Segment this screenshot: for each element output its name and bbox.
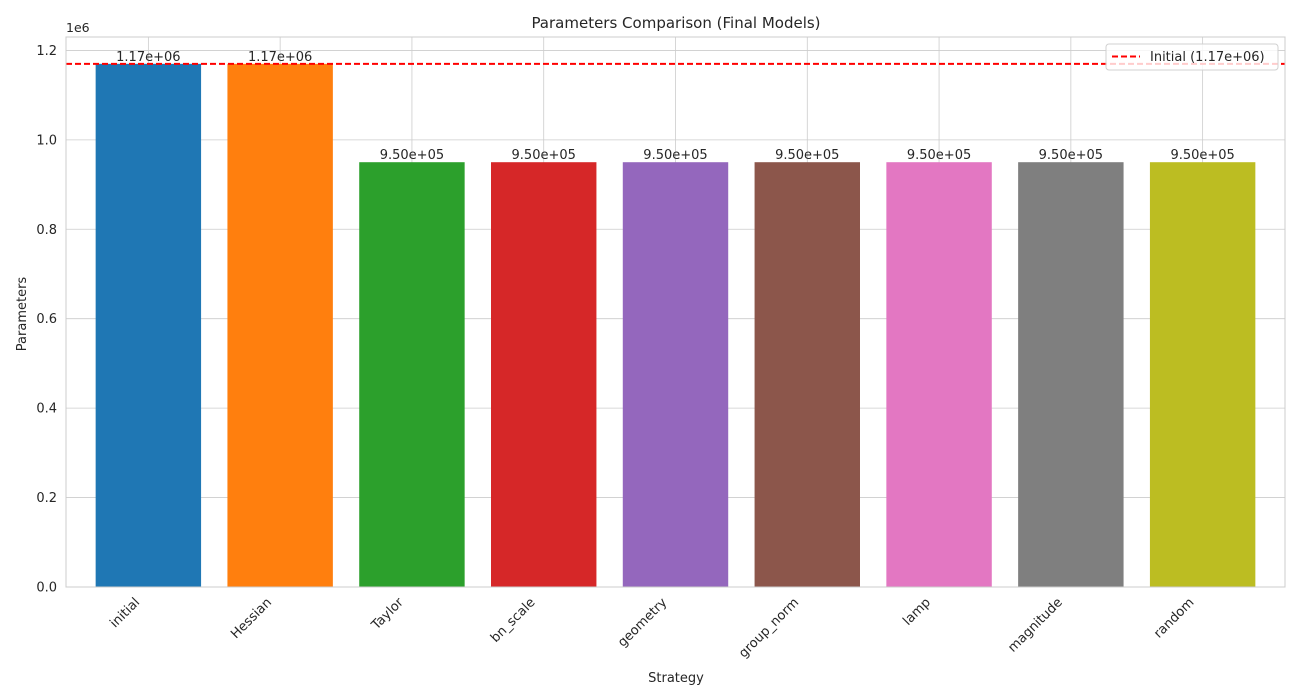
x-tick-label: lamp [900,595,934,629]
x-tick-label: initial [107,595,143,631]
bar-magnitude [1018,162,1124,587]
y-tick-label: 1.0 [36,133,57,148]
x-tick-label: bn_scale [488,595,539,646]
legend-box [1105,43,1279,71]
axes-frame [65,36,1286,588]
chart-title: Parameters Comparison (Final Models) [531,14,820,32]
bar-value-label: 9.50e+05 [643,148,707,163]
y-tick-label: 0.2 [36,491,57,506]
bar-Hessian [227,63,333,587]
y-tick-label: 1.2 [36,44,57,59]
x-tick-label: Hessian [228,595,275,642]
bar-value-label: 1.17e+06 [116,50,180,65]
bar-value-label: 9.50e+05 [907,148,971,163]
bar-lamp [886,162,992,587]
bar-geometry [622,162,729,587]
bar-Taylor [359,162,465,587]
x-tick-label: magnitude [1005,595,1065,655]
y-tick-label: 0.4 [36,402,57,417]
x-axis-label: Strategy [648,671,704,686]
bar-value-label: 9.50e+05 [380,148,444,163]
legend: Initial (1.17e+06) [1105,43,1279,71]
bar-group_norm [754,162,860,587]
bar-value-label: 9.50e+05 [1170,148,1234,163]
y-tick-label: 0.8 [36,223,57,238]
x-tick-label: Taylor [368,595,407,634]
y-axis-label: Parameters [15,277,30,352]
bar-random [1149,162,1256,587]
bar-value-label: 9.50e+05 [775,148,839,163]
bar-value-label: 1.17e+06 [248,50,312,65]
legend-label: Initial (1.17e+06) [1150,50,1265,65]
x-tick-label: random [1151,595,1197,641]
y-tick-label: 0.6 [36,312,57,327]
y-axis-scale-label: 1e6 [66,20,90,35]
bar-value-label: 9.50e+05 [512,148,576,163]
plot-area: 1.17e+06 1.17e+06 9.50e+05 9.50e+05 9.50e+05… [36,36,1286,661]
x-tick-label: group_norm [736,595,802,661]
x-tick-label: geometry [615,595,670,650]
bar-value-label: 9.50e+05 [1039,148,1103,163]
y-tick-label: 0.0 [36,581,57,596]
bar-bn_scale [491,162,597,587]
bar-initial [95,63,202,587]
